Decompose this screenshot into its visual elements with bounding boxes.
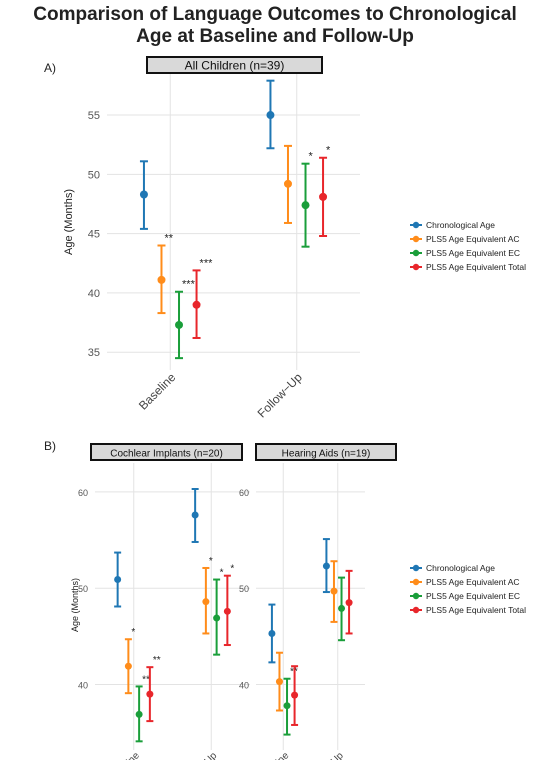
legend-label: Chronological Age xyxy=(426,563,495,573)
data-point xyxy=(322,562,330,570)
y-tick-label: 40 xyxy=(88,288,100,300)
legend-label: Chronological Age xyxy=(426,220,495,230)
data-point xyxy=(114,576,122,584)
legend-key-point xyxy=(412,263,420,271)
legend-label: PLS5 Age Equivalent AC xyxy=(426,234,520,244)
data-point xyxy=(268,629,276,637)
x-tick-label: Baseline xyxy=(256,750,291,760)
data-point xyxy=(191,511,199,519)
y-tick-label: 50 xyxy=(239,584,249,594)
legend-label: PLS5 Age Equivalent EC xyxy=(426,591,520,601)
y-tick-label: 45 xyxy=(88,229,100,241)
strip-header xyxy=(255,443,397,461)
x-tick-label: Baseline xyxy=(107,750,142,760)
x-tick-label: Follow−Up xyxy=(178,750,220,760)
x-tick-label: Follow−Up xyxy=(255,370,305,420)
strip-header xyxy=(146,56,323,74)
data-point xyxy=(124,662,132,670)
data-point xyxy=(266,111,275,120)
strip-header xyxy=(90,443,243,461)
strip-label: Cochlear Implants (n=20) xyxy=(110,449,223,460)
y-tick-label: 50 xyxy=(78,584,88,594)
data-point xyxy=(135,710,143,718)
significance-label: *** xyxy=(182,279,196,291)
y-tick-label: 60 xyxy=(239,488,249,498)
y-tick-label: 55 xyxy=(88,110,100,122)
y-tick-label: 50 xyxy=(88,169,100,181)
data-point xyxy=(283,702,291,710)
significance-label: * xyxy=(230,564,234,575)
y-axis-label: Age (Months) xyxy=(70,578,80,632)
legend-label: PLS5 Age Equivalent Total xyxy=(426,262,526,272)
data-point xyxy=(338,604,346,612)
legend-key-point xyxy=(412,578,420,586)
significance-label: *** xyxy=(200,257,214,269)
data-point xyxy=(139,190,148,199)
legend-key-point xyxy=(412,249,420,257)
data-point xyxy=(319,192,328,201)
significance-label: * xyxy=(326,145,331,157)
chart-title-line-1: Comparison of Language Outcomes to Chron… xyxy=(33,4,517,25)
y-tick-label: 35 xyxy=(88,347,100,359)
data-point xyxy=(192,300,201,309)
significance-label: * xyxy=(131,627,135,638)
y-tick-label: 40 xyxy=(239,681,249,691)
significance-label: ** xyxy=(142,674,150,685)
strip-label: Hearing Aids (n=19) xyxy=(282,449,371,460)
legend-label: PLS5 Age Equivalent Total xyxy=(426,605,526,615)
significance-label: ** xyxy=(153,655,161,666)
panel-label: B) xyxy=(44,439,56,453)
chart-title: Comparison of Language Outcomes to Chron… xyxy=(0,4,550,48)
significance-label: * xyxy=(309,151,314,163)
data-point xyxy=(146,690,154,698)
data-point xyxy=(223,607,231,615)
legend-label: PLS5 Age Equivalent EC xyxy=(426,248,520,258)
panel-label: A) xyxy=(44,61,56,75)
strip-label: All Children (n=39) xyxy=(185,59,285,73)
data-point xyxy=(157,275,166,284)
legend-key-point xyxy=(412,564,420,572)
x-tick-label: Follow−Up xyxy=(304,750,346,760)
data-point xyxy=(275,678,283,686)
data-point xyxy=(301,201,310,210)
y-tick-label: 40 xyxy=(78,681,88,691)
legend-key-point xyxy=(412,606,420,614)
legend-key-point xyxy=(412,235,420,243)
legend-label: PLS5 Age Equivalent AC xyxy=(426,577,520,587)
legend-key-point xyxy=(412,221,420,229)
significance-label: * xyxy=(220,568,224,579)
chart-title-line-2: Age at Baseline and Follow-Up xyxy=(136,26,414,47)
data-point xyxy=(202,598,210,606)
data-point xyxy=(213,614,221,622)
data-point xyxy=(330,587,338,595)
data-point xyxy=(283,179,292,188)
significance-label: * xyxy=(209,556,213,567)
y-axis-label: Age (Months) xyxy=(63,189,75,255)
data-point xyxy=(291,691,299,699)
y-tick-label: 60 xyxy=(78,488,88,498)
significance-label: ** xyxy=(164,232,173,244)
legend-key-point xyxy=(412,592,420,600)
data-point xyxy=(345,599,353,607)
data-point xyxy=(175,320,184,329)
x-tick-label: Baseline xyxy=(136,370,179,413)
